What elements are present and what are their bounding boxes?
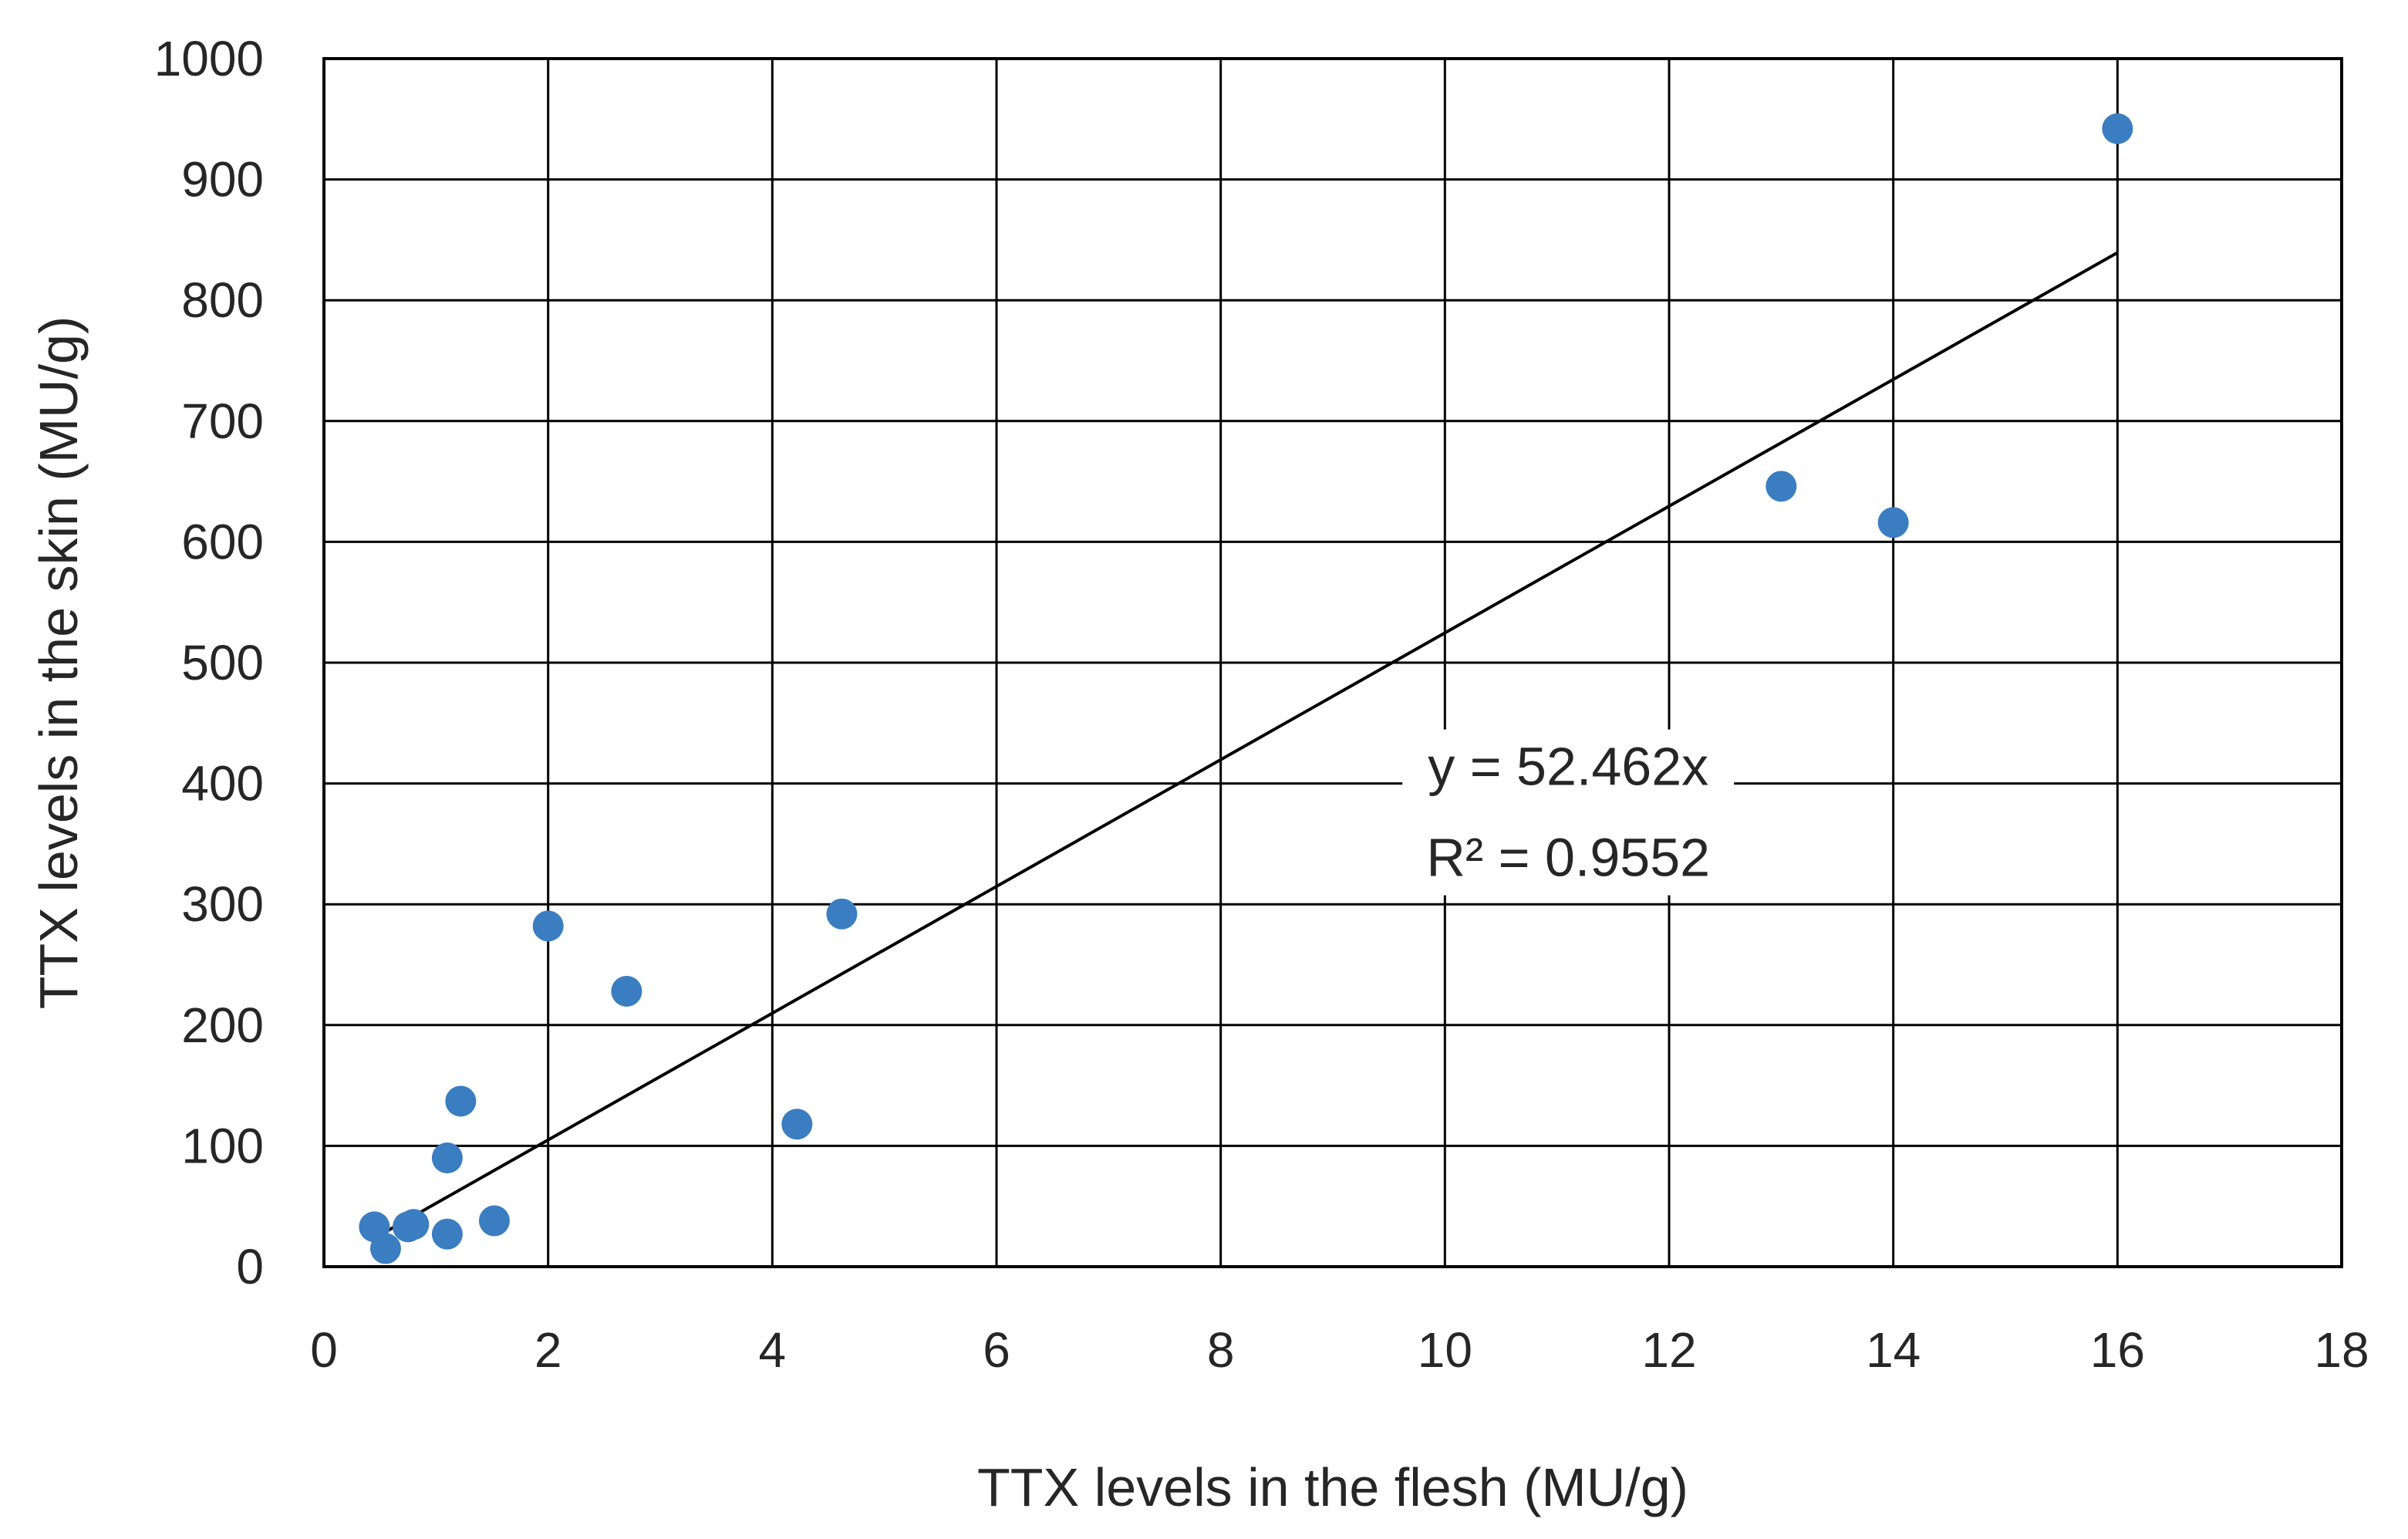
x-tick-label: 10: [1418, 1322, 1472, 1378]
trendline: [373, 251, 2119, 1240]
x-axis-title: TTX levels in the flesh (MU/g): [977, 1457, 1688, 1517]
y-tick-label: 1000: [154, 31, 264, 86]
x-axis-ticks: 0 2 4 6 8 10 12 14 16 18: [310, 1322, 2369, 1378]
y-tick-label: 700: [181, 393, 264, 449]
data-point: [781, 1109, 813, 1140]
equation-background: [1402, 729, 1735, 896]
trendline-group: [373, 251, 2119, 1240]
y-tick-label: 100: [181, 1118, 264, 1173]
plot-area-border: [322, 57, 2343, 1268]
x-tick-label: 2: [535, 1322, 562, 1378]
data-point: [1766, 471, 1797, 502]
y-axis-ticks: 0 100 200 300 400 500 600 700 800 900 1000: [154, 31, 264, 1294]
y-tick-label: 600: [181, 514, 264, 569]
data-point: [478, 1205, 510, 1237]
y-tick-label: 400: [181, 756, 264, 812]
data-point: [445, 1085, 477, 1117]
x-tick-label: 8: [1207, 1322, 1235, 1378]
data-point: [431, 1142, 463, 1174]
x-tick-label: 6: [983, 1322, 1010, 1378]
grid: [324, 59, 2342, 1267]
y-tick-label: 0: [236, 1239, 264, 1294]
x-tick-label: 12: [1641, 1322, 1696, 1378]
data-point: [532, 910, 564, 942]
x-tick-label: 4: [759, 1322, 787, 1378]
equation-annotation: y = 52.462x R² = 0.9552: [1402, 729, 1735, 896]
data-point: [369, 1233, 401, 1264]
y-tick-label: 300: [181, 876, 264, 932]
data-point: [393, 1211, 423, 1243]
y-tick-label: 200: [181, 997, 264, 1053]
data-point: [431, 1218, 463, 1250]
x-tick-label: 0: [310, 1322, 338, 1378]
data-point: [611, 975, 642, 1007]
y-tick-label: 500: [181, 635, 264, 690]
x-tick-label: 18: [2314, 1322, 2369, 1378]
y-tick-label: 800: [181, 272, 264, 328]
trendline-equation: y = 52.462x: [1428, 737, 1708, 797]
y-axis-title: TTX levels in the skin (MU/g): [29, 316, 89, 1010]
trendline-r-squared: R² = 0.9552: [1426, 828, 1710, 888]
data-points: [359, 113, 2133, 1264]
data-point: [826, 898, 858, 930]
y-tick-label: 900: [181, 152, 264, 208]
data-point: [2102, 113, 2133, 144]
x-tick-label: 14: [1866, 1322, 1921, 1378]
data-point: [1877, 507, 1909, 538]
x-tick-label: 16: [2090, 1322, 2145, 1378]
